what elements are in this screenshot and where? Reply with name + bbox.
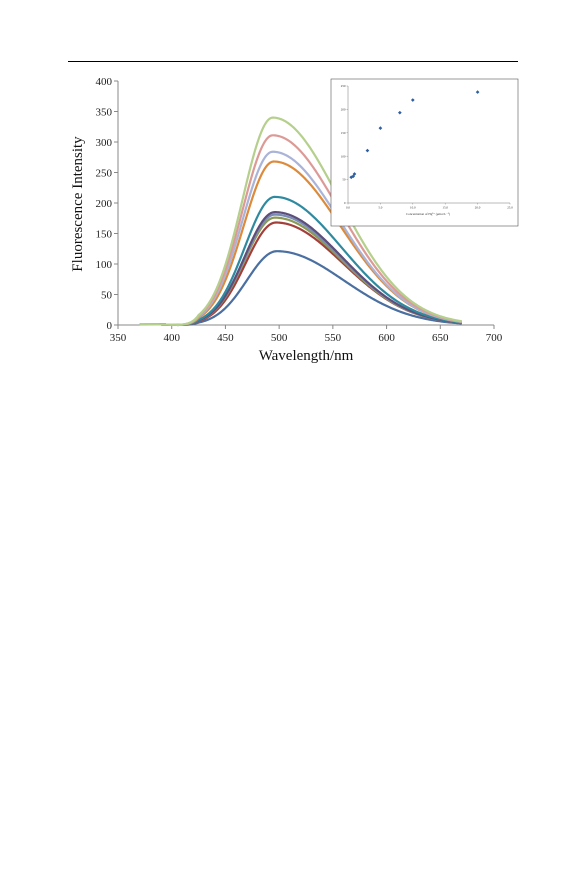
inset-y-tick-label: 250 <box>341 84 346 88</box>
inset-point-4 <box>365 148 370 153</box>
y-tick-label: 400 <box>96 76 113 88</box>
inset-point-7 <box>410 98 415 102</box>
inset-y-tick-labels: 0 50 100 150 200 250 <box>341 84 348 205</box>
inset-y-tick-label: 50 <box>342 178 346 182</box>
inset-x-tick-label: 5.0 <box>378 206 382 210</box>
inset-point-8 <box>475 90 480 94</box>
y-tick-labels: 0 50 100 150 200 250 300 350 400 <box>96 76 118 332</box>
inset-x-tick-label: 20.0 <box>475 206 481 210</box>
inset-y-tick-label: 150 <box>341 131 346 135</box>
x-tick-label: 700 <box>486 332 503 344</box>
y-tick-label: 350 <box>96 107 113 119</box>
inset-frame <box>330 78 519 227</box>
inset-x-tick-labels: 0.0 5.0 10.0 15.0 20.0 25.0 <box>346 203 513 210</box>
header-rule <box>68 61 518 62</box>
x-tick-label: 600 <box>378 332 395 344</box>
x-tick-labels: 350 400 450 500 550 600 650 700 <box>110 325 503 344</box>
y-tick-label: 250 <box>96 168 113 180</box>
inset-x-tick-label: 0.0 <box>346 206 350 210</box>
spectrum-curve-10 <box>139 116 462 326</box>
inset-point-6 <box>398 110 402 115</box>
y-tick-label: 0 <box>107 320 113 332</box>
y-axis-title: Fluorescence Intensity <box>70 136 86 272</box>
y-tick-label: 300 <box>96 137 113 149</box>
y-tick-label: 150 <box>96 229 113 241</box>
x-tick-label: 400 <box>163 332 180 344</box>
inset-y-tick-label: 0 <box>344 201 346 205</box>
x-tick-label: 450 <box>217 332 234 344</box>
spectrum-curve-4 <box>139 213 462 327</box>
y-tick-label: 100 <box>96 259 113 271</box>
inset-y-tick-label: 100 <box>341 154 346 158</box>
inset-y-tick-label: 200 <box>341 108 346 112</box>
x-tick-label: 550 <box>325 332 342 344</box>
x-axis-title: Wavelength/nm <box>259 348 354 364</box>
y-tick-label: 200 <box>96 198 113 210</box>
inset-x-tick-label: 25.0 <box>507 206 513 210</box>
inset-scatter-plot: 0.0 5.0 10.0 15.0 20.0 25.0 0 50 100 150 200 250 C… <box>330 78 519 227</box>
x-tick-label: 500 <box>271 332 288 344</box>
inset-x-tick-label: 10.0 <box>410 206 416 210</box>
x-tick-label: 350 <box>110 332 127 344</box>
inset-point-3 <box>352 172 357 176</box>
main-plot-area: 350 400 450 500 550 600 650 700 050100150200250… <box>70 76 503 364</box>
y-tick-label: 50 <box>101 290 113 302</box>
spectrum-series-group <box>139 116 462 327</box>
inset-x-axis-title: Concentration of Hg²⁺ (μmol L⁻¹) <box>406 212 450 216</box>
inset-x-tick-label: 15.0 <box>442 206 448 210</box>
spectrum-curve-3 <box>139 216 462 327</box>
x-tick-label: 650 <box>432 332 449 344</box>
